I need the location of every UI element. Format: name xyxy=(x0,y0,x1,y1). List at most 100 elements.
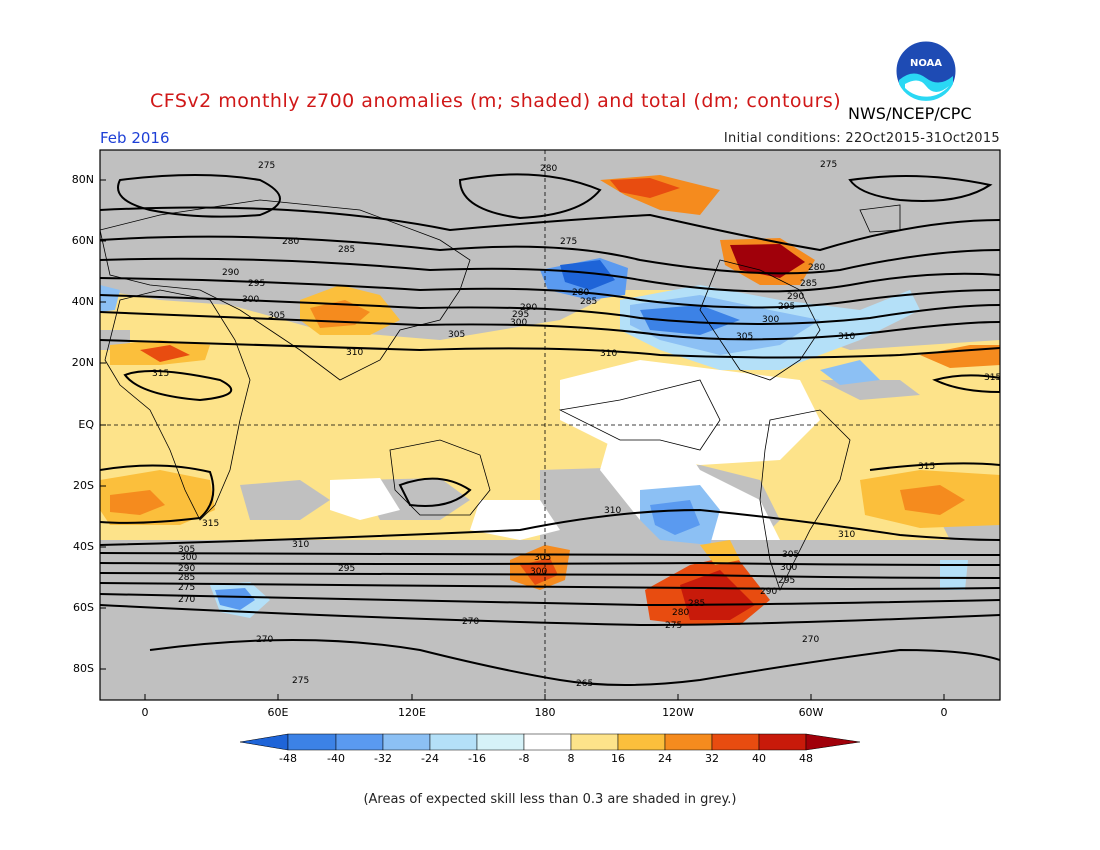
contour-label: 280 xyxy=(808,263,825,273)
contour-label: 285 xyxy=(580,297,597,307)
contour-label: 315 xyxy=(152,369,169,379)
colorbar-bin xyxy=(382,733,431,751)
contour-label: 270 xyxy=(178,595,195,605)
contour-label: 270 xyxy=(462,617,479,627)
skill-footnote: (Areas of expected skill less than 0.3 a… xyxy=(363,792,737,807)
colorbar-label: 24 xyxy=(658,752,672,765)
colorbar-arrow-left xyxy=(239,733,289,751)
contour-label: 270 xyxy=(802,635,819,645)
contour-label: 275 xyxy=(820,160,837,170)
contour-label: 310 xyxy=(292,540,309,550)
contour-label: 285 xyxy=(178,573,195,583)
contour-label: 310 xyxy=(604,506,621,516)
contour-label: 305 xyxy=(782,550,799,560)
contour-label: 310 xyxy=(600,349,617,359)
colorbar-label: 16 xyxy=(611,752,625,765)
axis-ticks xyxy=(100,179,945,700)
contour-label: 310 xyxy=(838,530,855,540)
contour-label: 295 xyxy=(512,310,529,320)
colorbar-label: -24 xyxy=(421,752,439,765)
lon-label: 120W xyxy=(662,706,694,719)
colorbar-label: 40 xyxy=(752,752,766,765)
contour-label: 305 xyxy=(448,330,465,340)
lat-label: 80S xyxy=(73,662,94,675)
contour-label: 270 xyxy=(256,635,273,645)
contour-label: 285 xyxy=(800,279,817,289)
height-contours xyxy=(100,173,1000,686)
lat-label: 20S xyxy=(73,479,94,492)
logo-text: NOAA xyxy=(910,58,942,69)
colorbar-bin xyxy=(570,733,619,751)
contour-label: 300 xyxy=(242,295,259,305)
contour-label: 300 xyxy=(780,563,797,573)
contour-label: 305 xyxy=(534,553,551,563)
map-field: 275 280 275 280 285 275 290 295 300 305 … xyxy=(100,150,1001,700)
coastlines xyxy=(100,199,901,592)
colorbar-label: 48 xyxy=(799,752,813,765)
colorbar-label: -32 xyxy=(374,752,392,765)
colorbar-bin xyxy=(429,733,478,751)
contour-label: 305 xyxy=(178,545,195,555)
contour-label: 295 xyxy=(338,564,355,574)
agency-label: NWS/NCEP/CPC xyxy=(848,104,972,123)
contour-label: 305 xyxy=(268,311,285,321)
lon-label: 60W xyxy=(798,706,824,719)
colorbar-label: 8 xyxy=(567,752,575,765)
noaa-logo: NOAA xyxy=(895,40,957,102)
colorbar-bin xyxy=(711,733,760,751)
colorbar-bin xyxy=(664,733,713,751)
contour-label: 315 xyxy=(984,373,1001,383)
contour-label: 315 xyxy=(202,519,219,529)
contour-label: 290 xyxy=(760,587,777,597)
lon-label: 180 xyxy=(534,706,556,719)
colorbar-arrow-right xyxy=(805,733,861,751)
colorbar-label: -48 xyxy=(279,752,297,765)
contour-label: 280 xyxy=(282,237,299,247)
colorbar-label: 32 xyxy=(705,752,719,765)
lat-label: 80N xyxy=(71,173,94,186)
lon-label: 0 xyxy=(141,706,149,719)
lat-label: 20N xyxy=(71,356,94,369)
contour-label: 300 xyxy=(762,315,779,325)
contour-label: 285 xyxy=(688,599,705,609)
contour-label: 265 xyxy=(576,679,593,689)
contour-label: 315 xyxy=(918,462,935,472)
contour-label: 295 xyxy=(778,302,795,312)
colorbar-bin xyxy=(335,733,384,751)
contour-label: 300 xyxy=(180,553,197,563)
contour-label: 275 xyxy=(560,237,577,247)
lat-label: 40S xyxy=(73,540,94,553)
contour-label: 295 xyxy=(778,576,795,586)
colorbar-bin xyxy=(287,733,337,751)
lat-label: 60S xyxy=(73,601,94,614)
contour-label: 305 xyxy=(736,332,753,342)
contour-label: 285 xyxy=(338,245,355,255)
colorbar-label: -40 xyxy=(327,752,345,765)
contour-label: 300 xyxy=(510,318,527,328)
colorbar-label: -16 xyxy=(468,752,486,765)
lon-label: 120E xyxy=(398,706,426,719)
contour-label: 290 xyxy=(178,564,195,574)
contour-label: 290 xyxy=(222,268,239,278)
lat-label: EQ xyxy=(78,418,94,431)
contour-label: 280 xyxy=(672,608,689,618)
colorbar-bin xyxy=(523,733,572,751)
lat-label: 60N xyxy=(71,234,94,247)
lon-label: 60E xyxy=(267,706,289,719)
initial-conditions: Initial conditions: 22Oct2015-31Oct2015 xyxy=(723,131,1000,146)
contour-label: 295 xyxy=(248,279,265,289)
contour-label: 280 xyxy=(540,164,557,174)
contour-label: 275 xyxy=(292,676,309,686)
map-title: CFSv2 monthly z700 anomalies (m; shaded)… xyxy=(150,90,842,112)
colorbar-label: -8 xyxy=(518,752,530,765)
contour-label: 290 xyxy=(787,292,804,302)
contour-label: 310 xyxy=(838,332,855,342)
colorbar-bin xyxy=(758,733,807,751)
lat-label: 40N xyxy=(71,295,94,308)
contour-label: 275 xyxy=(178,583,195,593)
contour-label: 310 xyxy=(346,348,363,358)
contour-label: 275 xyxy=(258,161,275,171)
lon-label: 0 xyxy=(940,706,948,719)
